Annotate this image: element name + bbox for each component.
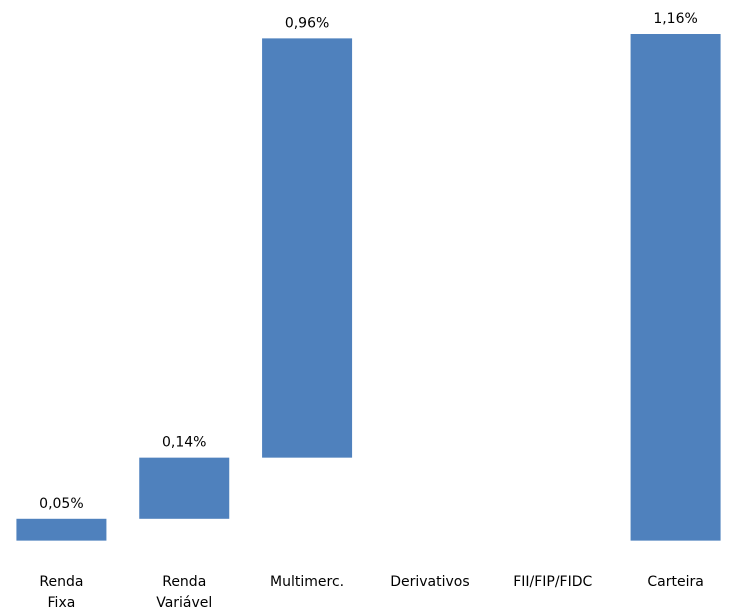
data-label-multimerc: 0,96% (285, 15, 329, 31)
data-label-renda-fixa: 0,05% (39, 496, 83, 512)
bar-renda-fixa (16, 518, 107, 541)
category-labels-group: Renda Fixa Renda Variável Multimerc. Derivati… (39, 574, 703, 611)
data-labels-group: 0,05% 0,14% 0,96% 1,16% (39, 11, 698, 512)
data-label-carteira: 1,16% (653, 11, 697, 27)
bar-multimerc (262, 38, 353, 458)
bar-renda-vari-vel (139, 457, 230, 519)
category-label-carteira: Carteira (647, 574, 703, 590)
data-label-renda-vari-vel: 0,14% (162, 435, 206, 451)
bar-carteira (630, 34, 721, 541)
category-label-renda-vari-vel: Renda Variável (156, 574, 212, 611)
category-label-fii-fip-fidc: FII/FIP/FIDC (513, 574, 592, 590)
category-label-derivativos: Derivativos (390, 574, 469, 590)
category-label-multimerc: Multimerc. (270, 574, 344, 590)
category-label-renda-fixa: Renda Fixa (39, 574, 83, 611)
bars-group (16, 34, 721, 541)
